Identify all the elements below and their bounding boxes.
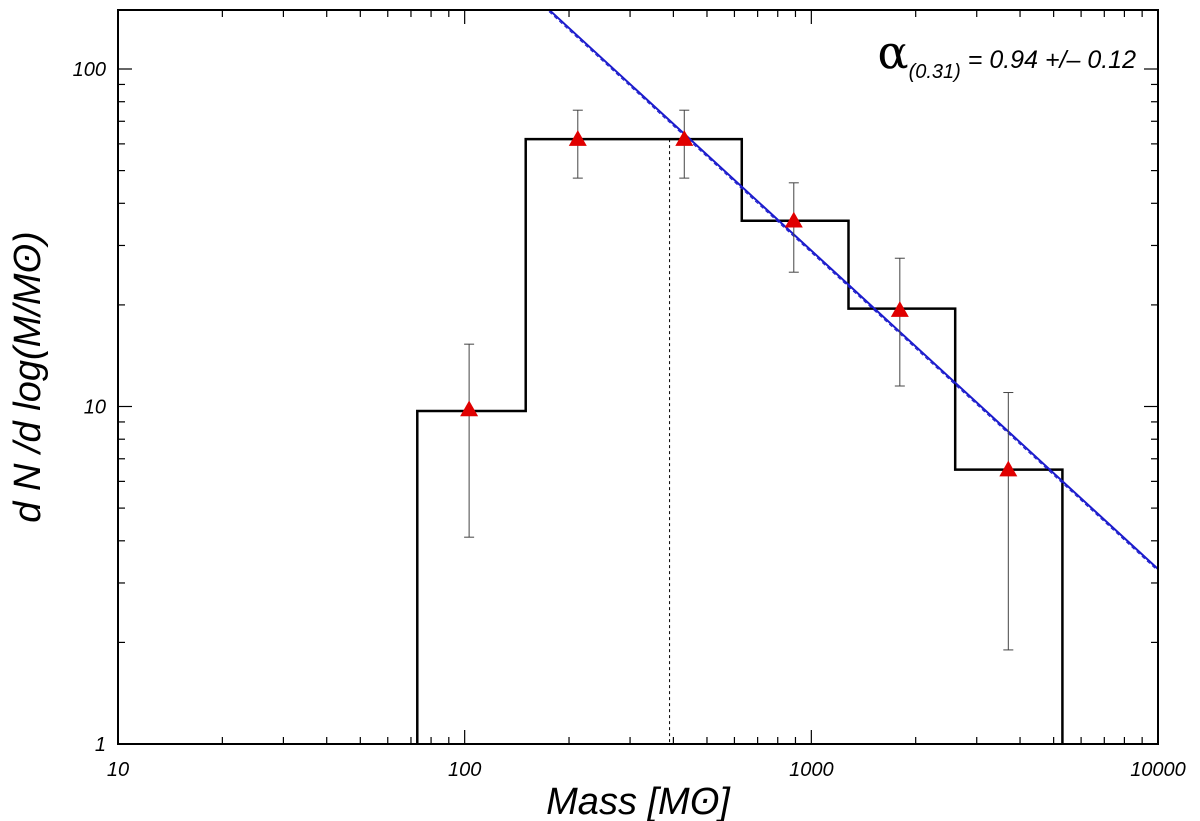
triangle-marker <box>999 460 1018 477</box>
fit-line-dashed <box>548 11 1159 572</box>
triangle-marker <box>675 130 694 146</box>
axis-ticks <box>117 10 1158 745</box>
power-law-fit <box>548 8 1159 572</box>
triangle-marker <box>784 211 803 228</box>
plot-frame <box>117 9 1159 745</box>
x-tick-label: 10000 <box>1130 759 1186 781</box>
x-axis-title: Mass [Mʘ] <box>546 781 731 821</box>
data-point <box>675 109 694 179</box>
triangle-marker <box>460 400 479 417</box>
y-tick-labels: 1 10 100 <box>73 59 106 756</box>
y-tick-label: 1 <box>95 734 106 756</box>
x-tick-label: 10 <box>107 759 129 781</box>
histogram-bin <box>742 221 849 744</box>
x-tick-label: 1000 <box>789 759 834 781</box>
histogram-bin <box>417 411 525 744</box>
alpha-value: = 0.94 +/– 0.12 <box>961 46 1136 74</box>
fit-annotation: α(0.31) = 0.94 +/– 0.12 <box>878 25 1137 83</box>
y-tick-label: 100 <box>73 59 106 81</box>
histogram-outline <box>416 137 1064 744</box>
triangle-marker <box>890 301 909 317</box>
histogram-bin <box>526 139 742 744</box>
alpha-subscript: (0.31) <box>909 61 961 83</box>
alpha-symbol: α <box>878 25 909 79</box>
y-axis-title: d N /d log(M/Mʘ) <box>7 231 49 522</box>
data-points <box>460 109 1018 651</box>
x-tick-label: 100 <box>448 759 481 781</box>
histogram <box>416 137 1064 744</box>
data-point <box>460 343 479 538</box>
fit-line <box>548 8 1159 570</box>
data-point <box>999 392 1018 651</box>
data-point <box>784 182 803 273</box>
histogram-bin <box>848 309 955 744</box>
data-point <box>568 109 587 179</box>
data-point <box>890 257 909 387</box>
x-tick-labels: 10 100 1000 10000 <box>107 759 1186 781</box>
y-tick-label: 10 <box>84 397 106 419</box>
triangle-marker <box>568 130 587 146</box>
